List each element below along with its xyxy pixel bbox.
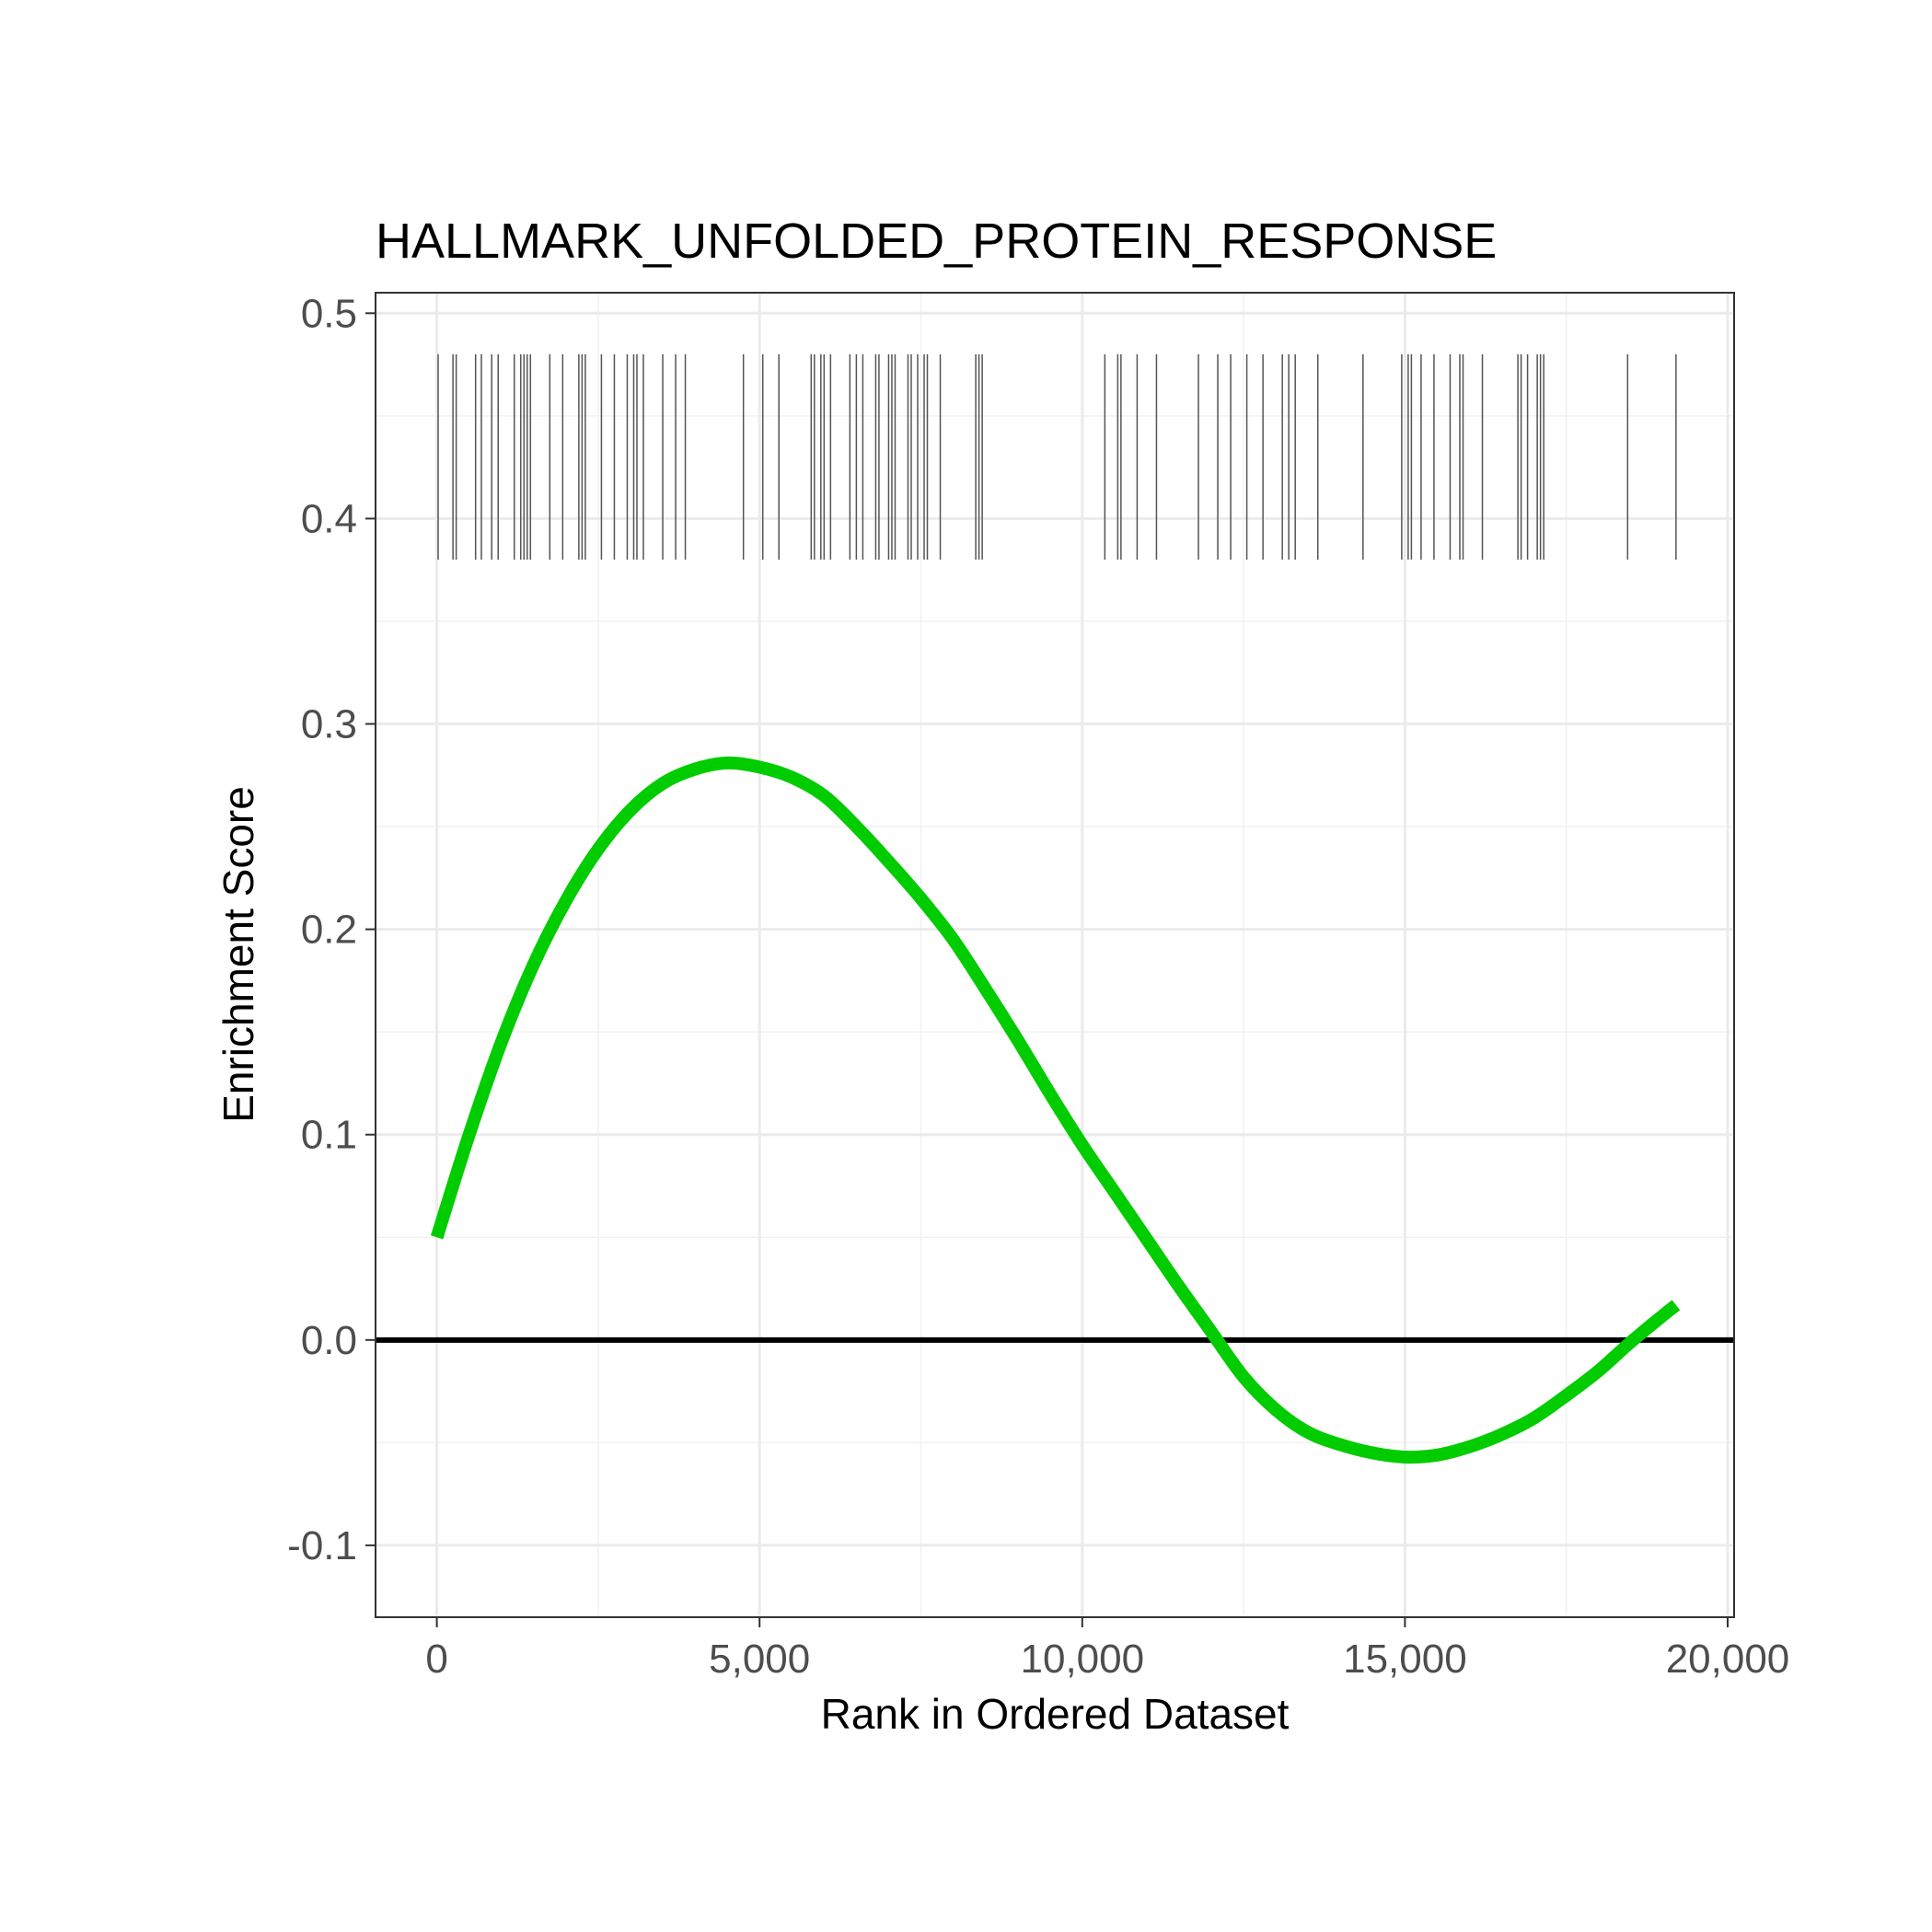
major-gridlines	[376, 293, 1734, 1617]
x-tick-label: 15,000	[1343, 1637, 1467, 1682]
y-tick-label: -0.1	[287, 1523, 357, 1568]
hit-rug	[437, 353, 1677, 561]
minor-gridlines	[376, 293, 1734, 1617]
x-tick-label: 5,000	[709, 1637, 810, 1682]
enrichment-line	[430, 756, 1681, 1464]
x-tick-label: 0	[425, 1637, 447, 1682]
y-tick-label: 0.1	[301, 1113, 357, 1158]
axis-ticks	[365, 312, 1729, 1627]
x-tick-label: 20,000	[1666, 1637, 1790, 1682]
y-tick-label: 0.3	[301, 702, 357, 747]
y-tick-label: 0.4	[301, 496, 357, 541]
y-axis-title: Enrichment Score	[214, 786, 262, 1123]
axis-tick-labels: 0 5,000 10,000 15,000 20,000 -0.1 0.0 0.1 0.2 0.3…	[287, 291, 1789, 1682]
x-axis-title: Rank in Ordered Dataset	[821, 1690, 1290, 1738]
plot-border	[375, 292, 1735, 1618]
y-tick-label: 0.0	[301, 1318, 357, 1363]
series-group	[430, 756, 1681, 1464]
y-tick-label: 0.5	[301, 291, 357, 336]
x-tick-label: 10,000	[1021, 1637, 1145, 1682]
chart-title: HALLMARK_UNFOLDED_PROTEIN_RESPONSE	[376, 214, 1497, 269]
y-tick-label: 0.2	[301, 908, 357, 953]
